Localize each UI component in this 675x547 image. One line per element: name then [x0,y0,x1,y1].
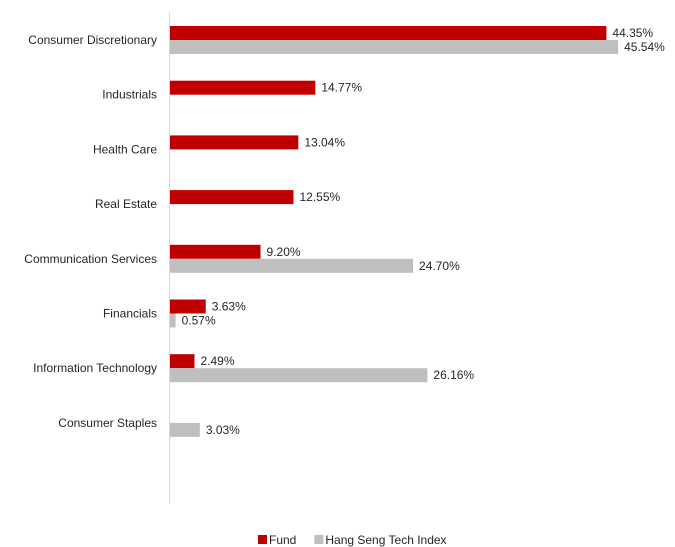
fund-bar [170,26,607,40]
fund-data-label: 2.49% [201,354,235,368]
fund-bar [170,299,206,314]
legend-swatch-fund [258,535,267,544]
category-label: Health Care [93,142,157,156]
fund-data-label: 12.55% [299,190,340,204]
index-bar [170,368,428,383]
fund-data-label: 13.04% [304,135,345,149]
legend-label-fund: Fund [269,533,296,547]
category-label: Consumer Discretionary [28,33,157,47]
fund-bar [170,244,261,259]
index-data-label: 45.54% [624,40,665,54]
fund-data-label: 3.63% [212,300,246,314]
category-label: Real Estate [95,197,157,211]
index-data-label: 0.57% [182,314,216,328]
bars-group: Consumer Discretionary 44.35%45.54% Indust… [24,26,665,437]
fund-bar [170,354,195,369]
fund-data-label: 14.77% [321,81,362,95]
category-label: Communication Services [24,252,157,266]
index-bar [170,258,414,273]
fund-bar [170,80,316,95]
category-label: Consumer Staples [58,416,157,430]
fund-bar [170,135,299,150]
legend-label-index: Hang Seng Tech Index [325,533,446,547]
fund-bar [170,190,294,205]
index-bar [170,40,619,54]
category-label: Industrials [102,88,157,102]
index-data-label: 3.03% [206,423,240,437]
legend: Fund Hang Seng Tech Index [258,533,447,547]
category-label: Financials [103,307,157,321]
index-data-label: 24.70% [419,259,460,273]
index-data-label: 26.16% [433,368,474,382]
category-label: Information Technology [33,361,157,375]
legend-swatch-index [314,535,324,544]
index-bar [170,313,176,328]
fund-data-label: 44.35% [612,26,653,40]
fund-data-label: 9.20% [267,245,301,259]
index-bar [170,422,200,437]
